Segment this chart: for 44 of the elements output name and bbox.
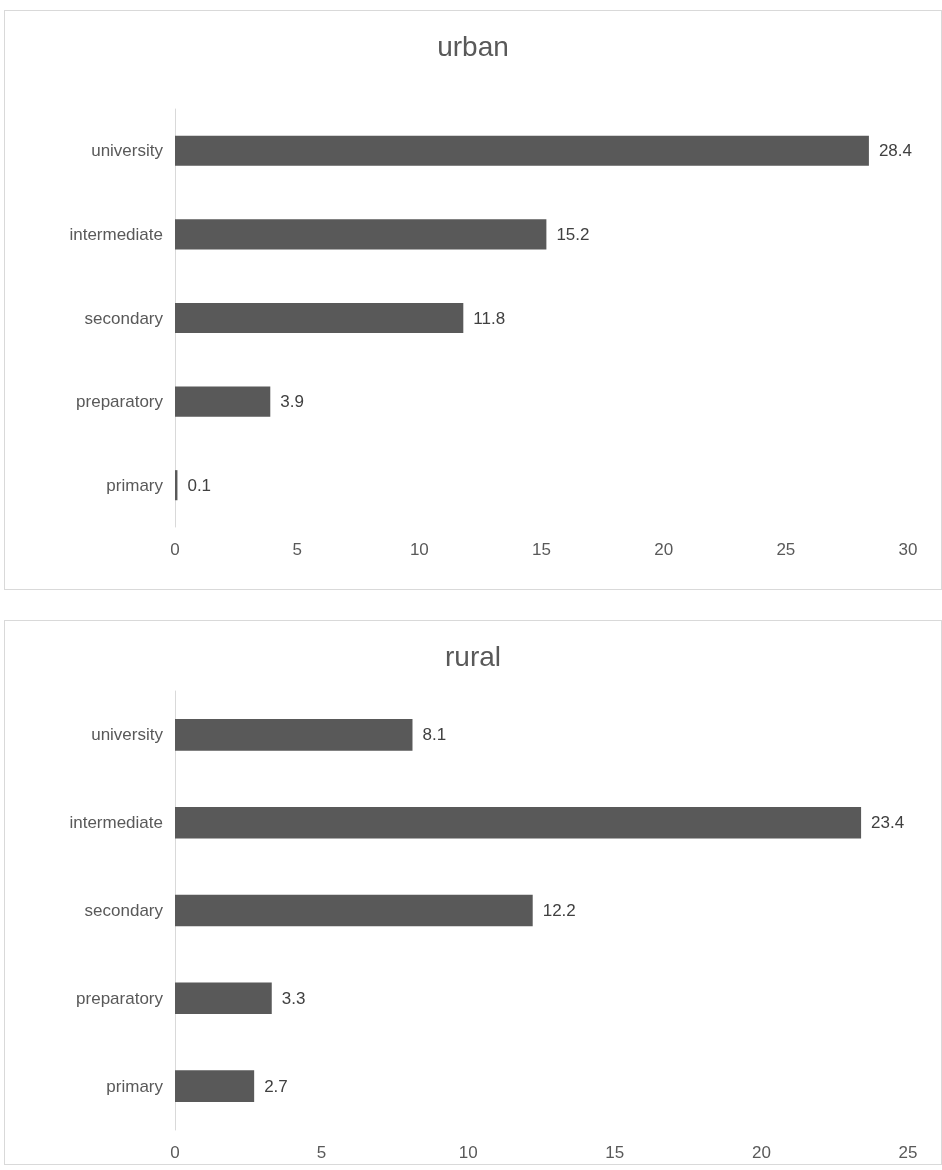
x-tick-label: 25 <box>898 1143 918 1162</box>
x-tick-label: 0 <box>170 1143 180 1162</box>
data-label: 0.1 <box>187 475 212 495</box>
y-tick-label: intermediate <box>69 813 163 833</box>
y-tick-label: preparatory <box>76 392 164 412</box>
bar <box>175 219 547 250</box>
bar <box>175 135 869 166</box>
bar <box>175 302 464 334</box>
y-tick-label: secondary <box>84 901 164 920</box>
data-label: 11.8 <box>473 308 506 328</box>
data-label: 3.9 <box>280 392 304 412</box>
chart-title: urban <box>437 30 509 62</box>
x-tick-label: 5 <box>292 540 302 559</box>
bar <box>175 386 271 417</box>
chart-title: rural <box>444 640 502 672</box>
data-label: 23.4 <box>871 813 905 833</box>
y-tick-label: primary <box>106 1076 164 1096</box>
x-tick-label: 5 <box>316 1143 327 1162</box>
bar <box>175 719 413 751</box>
data-label: 8.1 <box>422 725 447 745</box>
data-label: 28.4 <box>878 141 912 161</box>
x-tick-label: 10 <box>458 1143 478 1162</box>
data-label: 3.3 <box>281 988 306 1008</box>
x-tick-label: 20 <box>751 1143 771 1162</box>
x-tick-label: 25 <box>776 540 796 559</box>
x-tick-label: 20 <box>654 540 674 559</box>
x-tick-label: 15 <box>532 540 551 559</box>
x-tick-label: 10 <box>409 540 429 559</box>
bar <box>175 894 533 927</box>
y-tick-label: preparatory <box>76 988 164 1008</box>
bar <box>175 1070 255 1102</box>
bar <box>175 806 862 839</box>
bar <box>175 982 272 1015</box>
x-tick-label: 30 <box>898 540 918 559</box>
data-label: 15.2 <box>556 224 590 244</box>
y-tick-label: university <box>91 141 164 161</box>
y-tick-label: university <box>91 725 164 745</box>
data-label: 2.7 <box>264 1076 288 1096</box>
data-label: 12.2 <box>542 901 576 920</box>
x-tick-label: 15 <box>605 1143 625 1162</box>
y-tick-label: intermediate <box>69 224 163 244</box>
y-tick-label: primary <box>106 475 164 495</box>
y-tick-label: secondary <box>84 308 164 328</box>
x-tick-label: 0 <box>170 540 180 559</box>
